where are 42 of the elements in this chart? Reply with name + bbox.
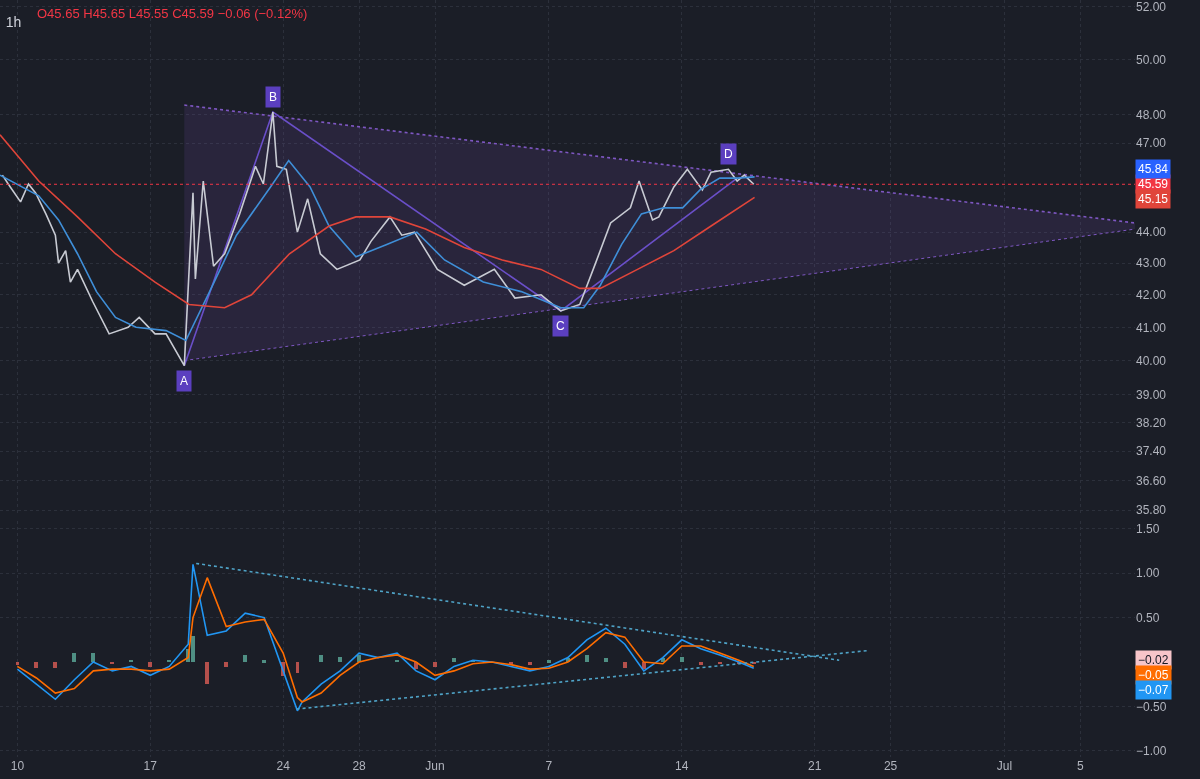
y-tick-label: 42.00 [1136, 288, 1167, 303]
y-tick-label: −0.50 [1136, 699, 1167, 714]
text: 1h [5, 13, 22, 30]
x-tick-label: 10 [10, 759, 25, 773]
y-tick-label: 50.00 [1136, 53, 1167, 68]
ref-line-label: 45.59 [1138, 177, 1169, 191]
x-tick-label: Jul [996, 759, 1013, 773]
y-tick-label: 47.00 [1136, 136, 1167, 151]
y-tick-label: 37.40 [1136, 444, 1167, 459]
text: 45.15 [1138, 192, 1169, 206]
x-tick-label: 21 [807, 759, 822, 773]
y-tick-label: 0.50 [1136, 610, 1160, 625]
annotation: D [724, 147, 733, 161]
y-tick-label: 41.00 [1136, 320, 1167, 335]
annotation: B [269, 90, 278, 104]
x-tick-label: 14 [675, 759, 689, 773]
y-tick-label: 44.00 [1136, 225, 1167, 240]
x-tick-label: 28 [352, 759, 367, 773]
text: −0.02 [1138, 653, 1169, 667]
text: −0.05 [1138, 668, 1169, 682]
y-tick-label: 36.60 [1136, 473, 1167, 488]
y-tick-label: 35.80 [1136, 503, 1167, 518]
y-tick-label: 39.00 [1136, 387, 1167, 402]
x-tick-label: 17 [143, 759, 158, 773]
annotation: O45.65 H45.65 L45.55 C45.59 −0.06 (−0.12%) [37, 6, 308, 21]
y-tick-label: 43.00 [1136, 256, 1167, 271]
y-tick-label: 48.00 [1136, 108, 1167, 123]
y-tick-label: 52.00 [1136, 0, 1167, 15]
y-tick-label: 38.20 [1136, 415, 1167, 430]
y-tick-label: 1.00 [1136, 566, 1160, 581]
text: 45.84 [1138, 162, 1169, 176]
y-tick-label: −1.00 [1136, 743, 1167, 758]
text: −0.07 [1138, 683, 1169, 697]
annotation: A [180, 374, 189, 388]
annotation: C [556, 319, 565, 333]
x-tick-label: 5 [1077, 759, 1085, 773]
x-tick-label: 25 [883, 759, 898, 773]
y-tick-label: 1.50 [1136, 522, 1160, 537]
x-tick-label: 24 [276, 759, 291, 773]
x-tick-label: Jun [425, 759, 445, 773]
y-tick-label: 40.00 [1136, 353, 1167, 368]
x-tick-label: 7 [545, 759, 553, 773]
